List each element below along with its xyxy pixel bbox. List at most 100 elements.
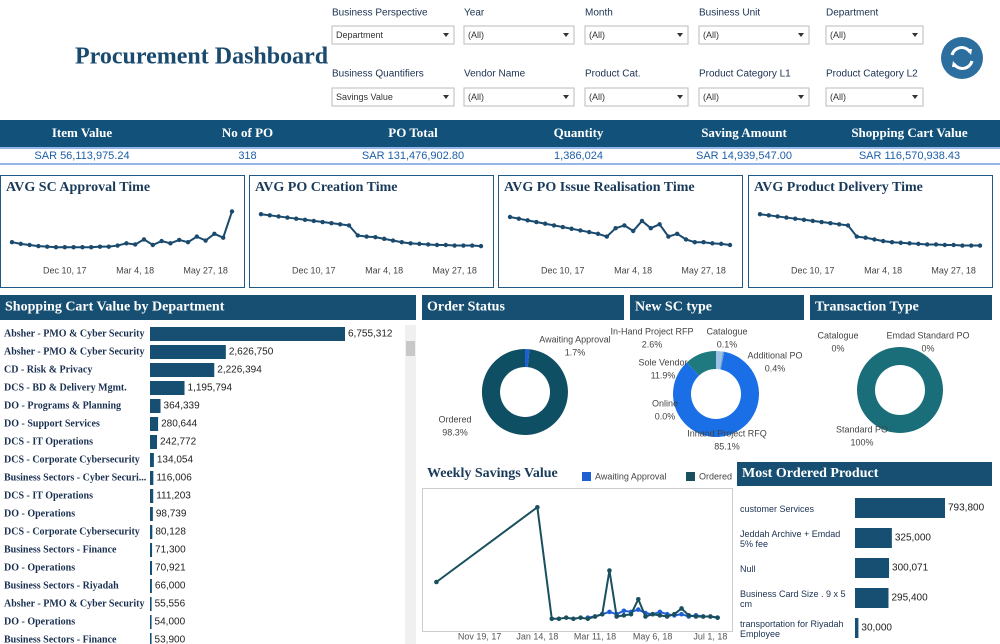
bar (150, 489, 154, 503)
point (338, 222, 343, 227)
panel-header (737, 462, 992, 486)
slice-value: 100% (850, 437, 873, 447)
point (97, 244, 103, 249)
refresh-button[interactable] (941, 37, 983, 79)
value-label: 55,556 (155, 599, 186, 610)
slice-value: 0% (921, 343, 934, 353)
point (719, 241, 724, 247)
scrollbar-thumb[interactable] (406, 341, 415, 356)
kpi-header (0, 120, 1000, 147)
slice-value: 0% (831, 343, 844, 353)
point (727, 242, 733, 248)
x-tick-label: Mar 4, 18 (116, 265, 154, 275)
point (784, 215, 789, 220)
panel-title: Weekly Savings Value (427, 466, 558, 481)
filter-dropdown[interactable] (463, 25, 575, 45)
slice-value: 0.0% (655, 411, 676, 421)
category-label: DO - Programs & Planning (4, 400, 121, 411)
point (907, 241, 912, 246)
slice-label: Additional PO (747, 350, 802, 360)
point (443, 242, 448, 248)
value-label: 70,921 (155, 563, 186, 574)
donut-slice (720, 351, 724, 370)
value-label: 300,071 (892, 563, 929, 574)
filter-dropdown[interactable] (825, 25, 924, 45)
point (373, 234, 378, 240)
slice-label: Awaiting Approval (539, 334, 610, 344)
point (80, 245, 85, 250)
point (925, 242, 930, 247)
filter-dropdown[interactable] (698, 25, 810, 45)
filter-value: (All) (468, 92, 484, 102)
point (62, 245, 67, 250)
kpi-label: Shopping Cart Value (851, 125, 968, 140)
point (757, 212, 763, 217)
dropdown-arrow (677, 95, 683, 99)
category-label-box: Null (740, 564, 756, 574)
point (700, 614, 706, 619)
point (159, 238, 164, 244)
point (828, 220, 833, 226)
value-label: 6,755,312 (348, 329, 393, 340)
point (434, 579, 439, 585)
slice-label: Catalogue (817, 330, 858, 340)
point (18, 241, 23, 247)
filter-dropdown[interactable] (584, 87, 689, 107)
filter-label: Month (585, 8, 613, 19)
kpi-label: Saving Amount (701, 125, 787, 140)
filter-value: (All) (703, 92, 719, 102)
bar (855, 558, 890, 578)
bar (150, 453, 154, 467)
point (426, 242, 431, 247)
bar (150, 363, 215, 377)
kpi-label: PO Total (388, 125, 438, 140)
value-label: 71,300 (155, 545, 186, 556)
filter-dropdown[interactable] (698, 87, 810, 107)
value-label: 30,000 (861, 623, 892, 634)
filter-value: (All) (830, 92, 846, 102)
point (845, 223, 851, 228)
point (71, 245, 76, 250)
category-label: Absher - PMO & Cyber Security (4, 598, 144, 609)
bar (150, 345, 226, 359)
category-label: transportation for Riyadah Employee (740, 619, 844, 639)
category-label: Business Card Size . 9 x 5 cm (740, 589, 846, 609)
slice-value: 0.1% (717, 339, 738, 349)
x-tick-label: Jul 1, 18 (693, 631, 727, 641)
x-tick-label: Dec 10, 17 (43, 265, 87, 275)
point (715, 615, 720, 620)
point (587, 229, 592, 235)
filter-label: Department (826, 8, 878, 19)
kpi-value: SAR 131,476,902.80 (362, 150, 464, 162)
category-label: Absher - PMO & Cyber Security (4, 346, 144, 357)
point (635, 607, 641, 612)
category-label-box: customer Services (740, 504, 814, 514)
donut-slice (673, 351, 760, 438)
donut-slice (716, 351, 723, 370)
filter-dropdown[interactable] (463, 87, 575, 107)
panel-title: Most Ordered Product (742, 466, 879, 481)
value-label: 1,195,794 (188, 383, 233, 394)
filter-label: Year (464, 8, 485, 19)
x-tick-label: Mar 11, 18 (574, 631, 616, 641)
x-tick-label: Dec 10, 17 (541, 265, 585, 275)
value-label: 66,000 (155, 581, 186, 592)
panel-header (422, 295, 624, 320)
filter-dropdown[interactable] (825, 87, 924, 107)
dropdown-arrow (912, 33, 918, 37)
point (141, 237, 147, 242)
scrollbar (405, 325, 416, 644)
filter-dropdown[interactable] (584, 25, 689, 45)
point (258, 212, 264, 217)
point (916, 241, 921, 247)
point (150, 242, 155, 248)
point (27, 242, 32, 248)
dropdown-arrow (798, 95, 804, 99)
panel-title: AVG PO Creation Time (255, 180, 397, 195)
point (585, 616, 591, 622)
filter-dropdown[interactable] (331, 87, 455, 107)
point (881, 238, 886, 244)
filter-dropdown[interactable] (331, 25, 455, 45)
filter-label: Product Category L2 (826, 69, 918, 80)
dashboard-title: Procurement Dashboard (75, 44, 329, 70)
